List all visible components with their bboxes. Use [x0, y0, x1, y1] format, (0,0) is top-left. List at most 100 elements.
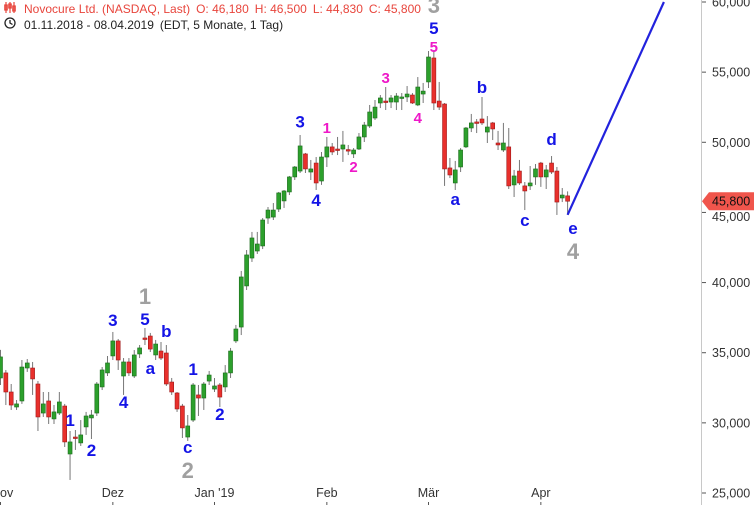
candle-body-up — [367, 111, 372, 127]
period-header: 01.11.2018 - 08.04.2019 (EDT, 5 Monate, 1… — [4, 17, 289, 32]
candle-body-up — [351, 149, 356, 155]
candle — [351, 148, 356, 158]
candle — [169, 377, 174, 395]
candle — [131, 350, 137, 378]
wave-label: e — [568, 219, 577, 238]
candle-body-down — [538, 162, 544, 178]
candle-body-down — [30, 367, 35, 380]
candle-body-down — [329, 146, 335, 153]
candle-body-up — [559, 194, 565, 199]
candle — [452, 160, 458, 190]
wave-label: c — [520, 211, 529, 230]
candle-body-up — [190, 384, 196, 421]
candle — [201, 382, 207, 410]
candle-body-up — [121, 361, 126, 377]
candle — [543, 165, 549, 190]
candle — [538, 161, 544, 187]
wave-label: 4 — [119, 393, 129, 412]
wave-label: 1 — [139, 284, 151, 309]
candle — [212, 377, 217, 392]
candle — [281, 189, 287, 208]
wave-label: 1 — [188, 360, 197, 379]
wave-label: b — [161, 322, 171, 341]
last-price-label: 45,800 — [712, 195, 750, 209]
candle — [367, 104, 372, 128]
candle-body-up — [83, 415, 89, 428]
candle — [479, 96, 485, 126]
candle-body-up — [153, 343, 158, 356]
candle-body-down — [158, 350, 164, 359]
candle — [378, 95, 383, 109]
candle — [196, 384, 201, 416]
candle-body-up — [361, 124, 367, 138]
candle-body-up — [533, 168, 538, 178]
clock-icon — [4, 17, 18, 32]
candle — [24, 359, 30, 372]
candle — [383, 87, 389, 111]
candle-body-down — [115, 340, 121, 361]
wave-label: 3 — [382, 70, 390, 87]
candle-body-up — [110, 340, 116, 357]
candle — [110, 331, 116, 361]
candle-body-up — [201, 383, 207, 399]
candle-body-up — [426, 56, 431, 83]
candle-body-up — [511, 175, 517, 186]
close-value: C: 45,800 — [368, 2, 421, 16]
low-value: L: 44,830 — [312, 2, 363, 16]
candle — [62, 403, 68, 447]
candle-settings-icon[interactable] — [4, 2, 18, 16]
candle — [185, 415, 191, 441]
candle-body-up — [458, 149, 463, 168]
candle — [249, 231, 255, 262]
candle-body-down — [522, 185, 528, 192]
candle-body-up — [206, 374, 212, 382]
wave-label: 3 — [428, 0, 440, 18]
x-tick-label: ov — [0, 486, 14, 500]
candle — [458, 148, 463, 173]
candle — [164, 344, 169, 386]
candle — [442, 103, 447, 186]
candle-body-down — [126, 361, 132, 374]
candle-body-up — [399, 96, 405, 99]
candle-body-down — [549, 162, 554, 173]
candle-body-up — [78, 434, 84, 444]
candle — [372, 100, 378, 120]
candle-body-up — [543, 169, 549, 178]
candle-body-up — [238, 276, 244, 328]
candle — [559, 188, 565, 203]
candle — [356, 133, 362, 151]
candle-body-up — [271, 209, 276, 218]
candle — [126, 358, 132, 377]
wave-label: a — [451, 190, 461, 209]
candle-body-down — [313, 162, 319, 184]
date-range: 01.11.2018 - 08.04.2019 — [24, 18, 154, 32]
candle — [206, 370, 212, 385]
candle — [99, 367, 105, 391]
wave-projection-line — [566, 1, 665, 216]
candle-body-down — [3, 372, 9, 393]
candle — [431, 49, 437, 111]
candle-body-up — [131, 354, 137, 377]
candle — [94, 382, 100, 416]
candle-body-down — [174, 392, 180, 410]
candle — [506, 127, 512, 190]
candle-body-down — [148, 335, 153, 350]
candle — [89, 409, 94, 439]
candle-body-up — [415, 86, 421, 106]
candle — [51, 405, 57, 424]
candle-body-up — [57, 401, 62, 414]
candle — [271, 203, 276, 221]
candle — [153, 339, 158, 361]
candle-body-up — [485, 126, 490, 133]
candle-body-down — [410, 94, 415, 104]
candle-body-down — [495, 142, 501, 146]
candle-body-down — [345, 149, 351, 152]
y-tick-label: 45,000 — [712, 210, 750, 224]
x-tick-label: Mär — [418, 486, 440, 500]
candle-body-down — [164, 352, 169, 385]
candle — [244, 250, 249, 291]
candle — [137, 344, 142, 359]
candle — [404, 86, 410, 103]
candle-body-down — [517, 170, 522, 184]
